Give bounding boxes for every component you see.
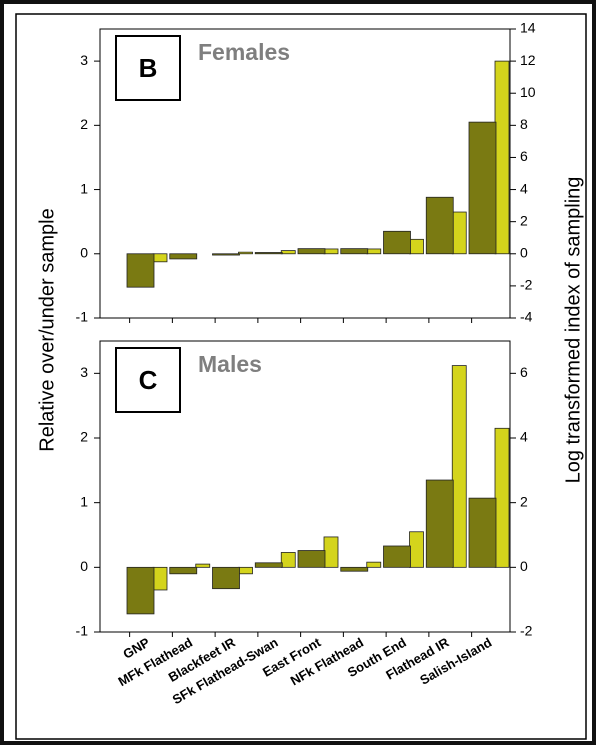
y2-tick-label: -2: [520, 623, 533, 639]
panel-label: C: [139, 365, 158, 395]
bar: [340, 566, 369, 572]
bar: [126, 253, 155, 288]
bar: [254, 252, 283, 255]
panel-box: [115, 35, 181, 101]
bar: [468, 497, 497, 568]
y2-tick-label: 6: [520, 364, 528, 380]
panel-box: [115, 347, 181, 413]
bar: [425, 479, 454, 568]
y2-tick-label: -4: [520, 309, 533, 325]
y-tick-label: 1: [80, 180, 88, 196]
bar: [451, 211, 467, 255]
bar: [494, 60, 510, 255]
y2-tick-label: 0: [520, 558, 528, 574]
y2-tick-label: 6: [520, 148, 528, 164]
y2-tick-label: 14: [520, 20, 536, 36]
bar: [126, 566, 155, 615]
bar: [340, 248, 369, 255]
y-axis-label: Relative over/under sample: [36, 208, 58, 451]
y-tick-label: 3: [80, 52, 88, 68]
bar: [280, 552, 296, 568]
bar: [468, 121, 497, 255]
y-tick-label: 0: [80, 244, 88, 260]
bar: [297, 248, 326, 255]
bar: [212, 253, 240, 256]
y-tick-label: 0: [80, 558, 88, 574]
y-tick-label: 2: [80, 116, 88, 132]
inner-frame: [15, 13, 587, 740]
bar: [451, 365, 467, 568]
bar: [238, 566, 253, 575]
bar: [254, 562, 283, 568]
y2-tick-label: 4: [520, 180, 528, 196]
bar: [169, 253, 198, 260]
bar: [280, 250, 296, 255]
bar: [152, 253, 168, 263]
y-tick-label: -1: [76, 309, 89, 325]
panel-label: B: [139, 53, 158, 83]
bar: [409, 238, 424, 255]
y2-tick-label: 8: [520, 116, 528, 132]
bar: [383, 230, 411, 255]
bar: [323, 248, 339, 255]
y2-tick-label: 4: [520, 429, 528, 445]
y2-tick-label: 2: [520, 493, 528, 509]
plot-frame: [99, 28, 511, 319]
bar: [366, 561, 382, 568]
bar: [195, 563, 211, 568]
bar: [169, 566, 198, 575]
y2-tick-label: -2: [520, 277, 533, 293]
bar: [366, 248, 382, 255]
bar: [409, 531, 424, 568]
bar: [425, 196, 454, 255]
y2-tick-label: 10: [520, 84, 536, 100]
panel-title: Females: [198, 39, 290, 65]
y-tick-label: 2: [80, 429, 88, 445]
y2-tick-label: 0: [520, 244, 528, 260]
bar: [494, 427, 510, 568]
y2-tick-label: 12: [520, 52, 536, 68]
plot-frame: [99, 340, 511, 633]
bar: [152, 566, 168, 591]
bar: [212, 566, 240, 590]
y2-axis-label: Log transformed index of sampling: [562, 177, 584, 484]
y-tick-label: -1: [76, 623, 89, 639]
bar: [297, 550, 326, 568]
bar: [383, 545, 411, 568]
y2-tick-label: 2: [520, 212, 528, 228]
y-tick-label: 3: [80, 364, 88, 380]
y-tick-label: 1: [80, 493, 88, 509]
bar: [323, 536, 339, 568]
bar: [238, 251, 253, 255]
panel-title: Males: [198, 351, 262, 377]
